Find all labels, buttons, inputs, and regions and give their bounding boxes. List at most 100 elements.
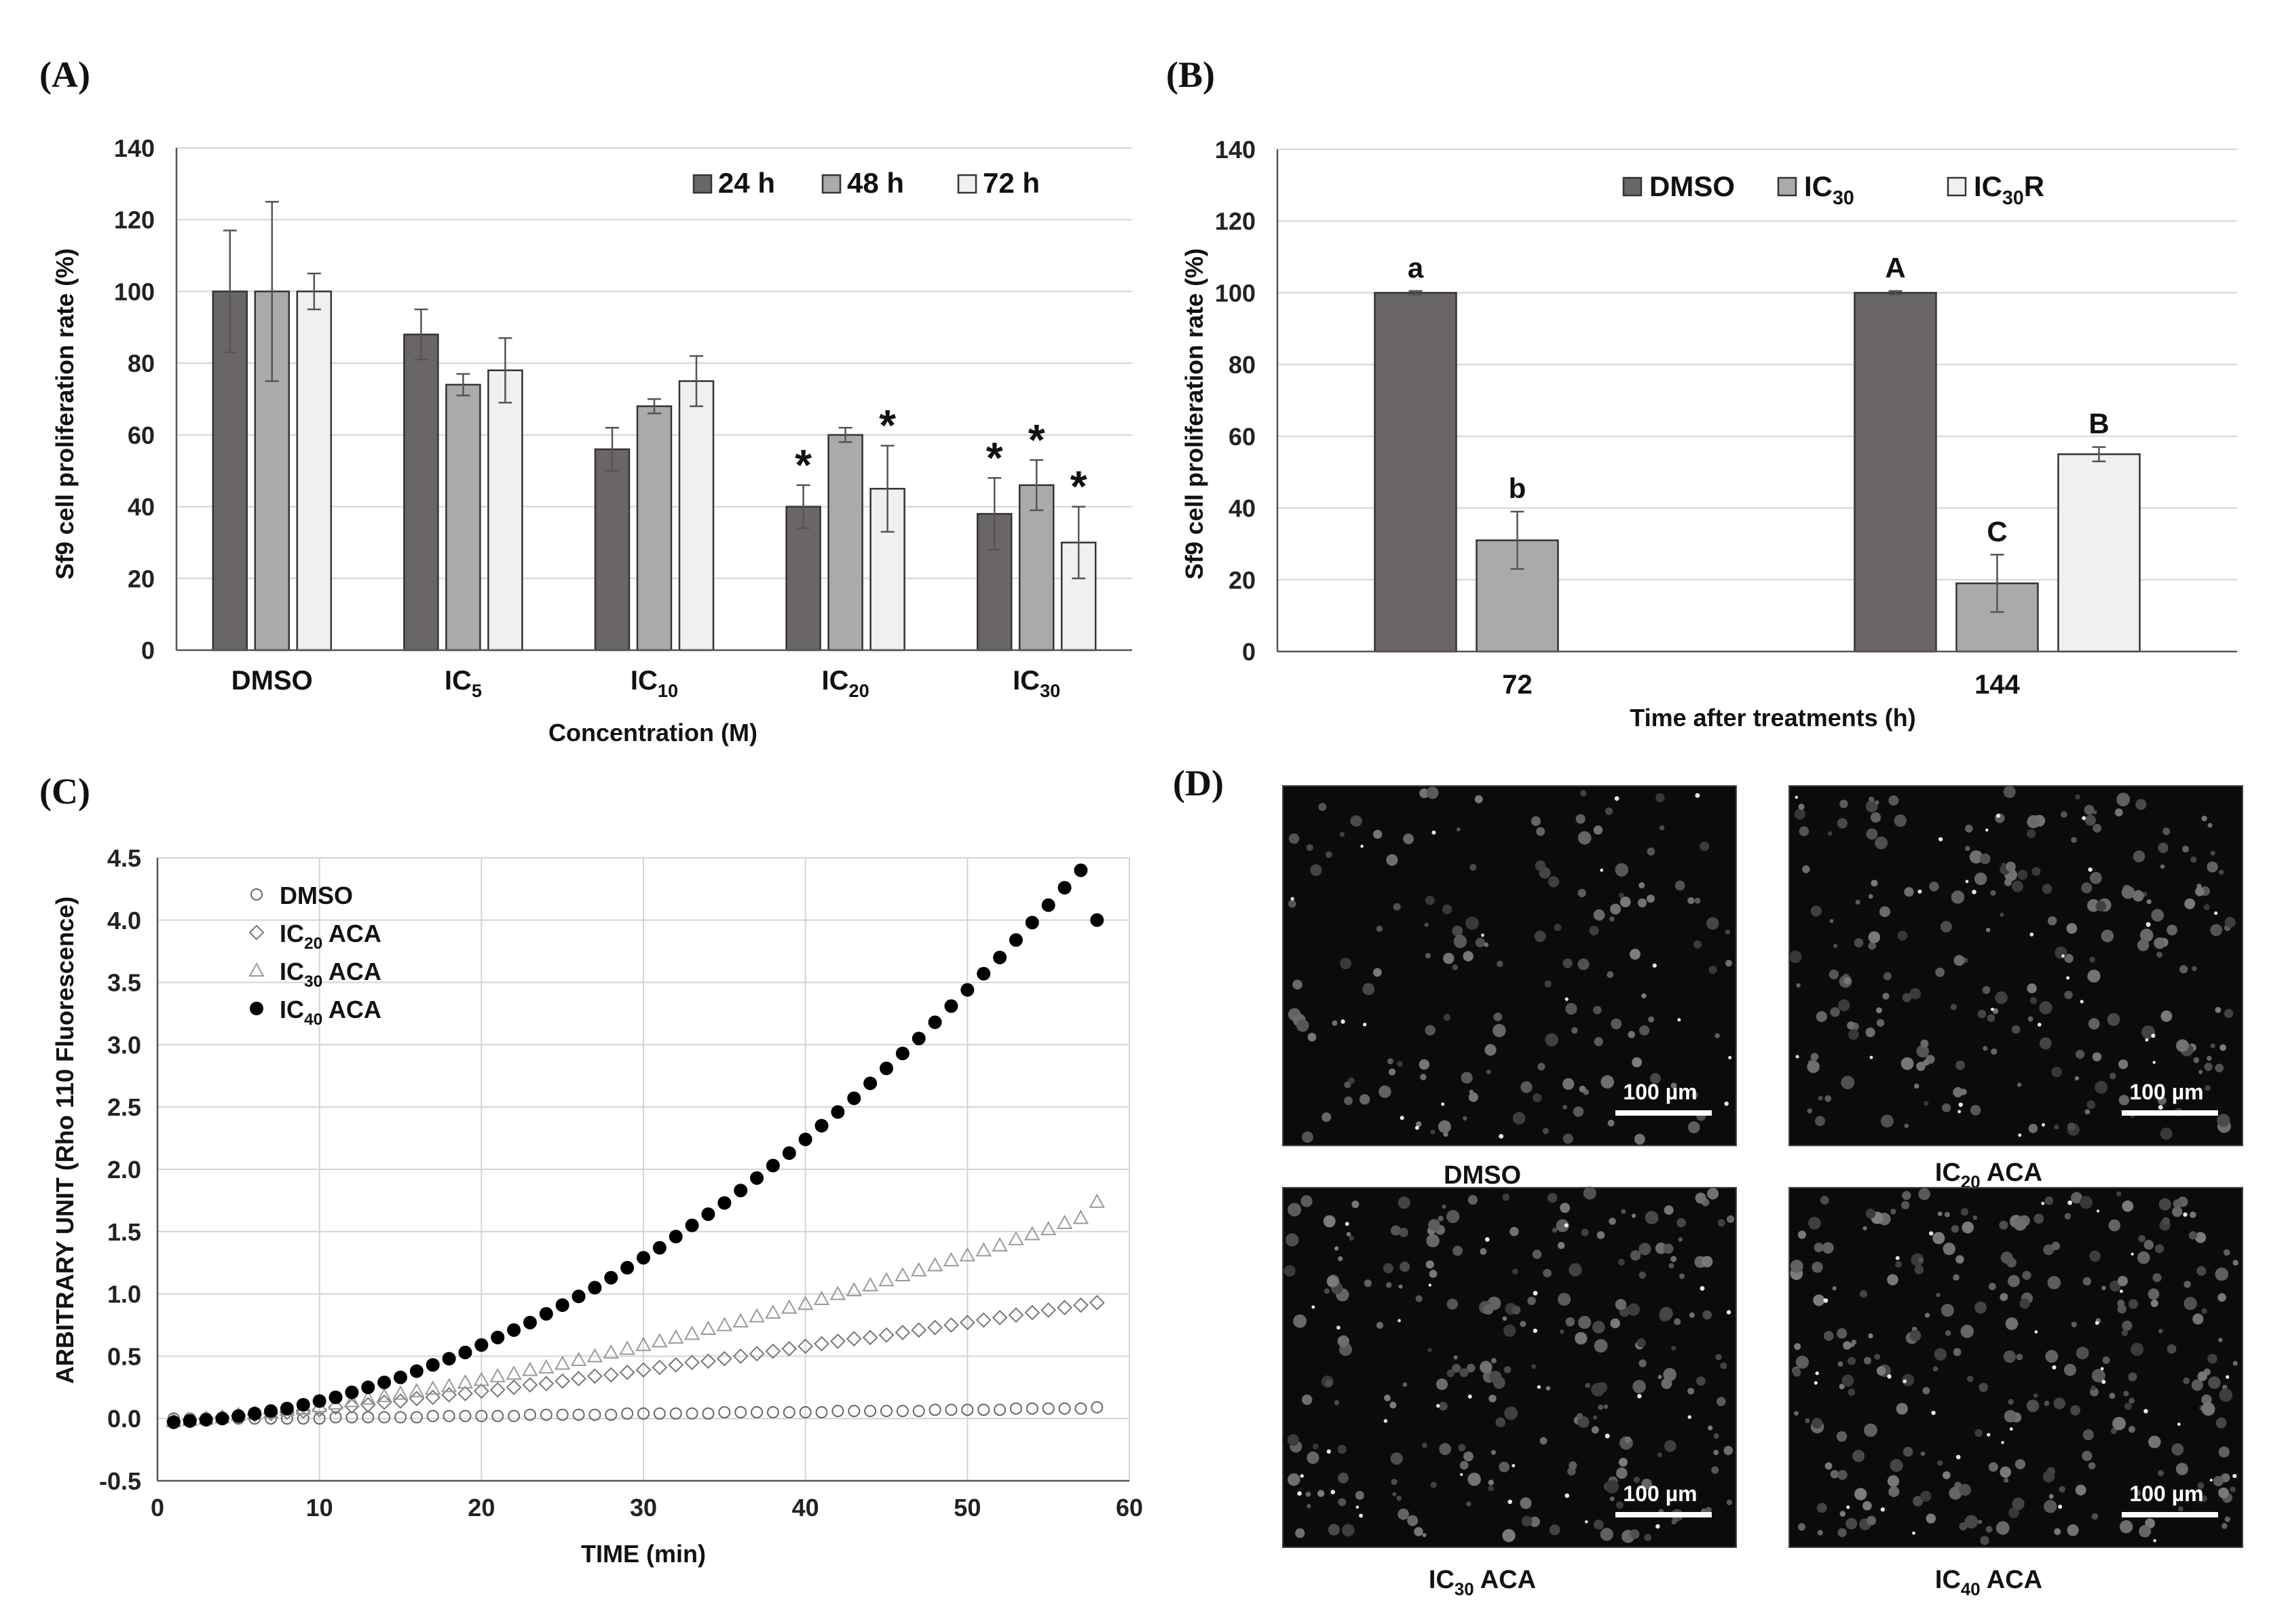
bright-cell (1564, 1493, 1570, 1498)
data-point (458, 1345, 472, 1359)
cell (1461, 1072, 1473, 1084)
bright-cell (2101, 1380, 2106, 1384)
data-point (409, 1382, 425, 1397)
cell (2154, 1244, 2164, 1253)
data-point (506, 1379, 522, 1395)
cell (1865, 1027, 1875, 1038)
cell (1603, 1404, 1609, 1410)
cell (2012, 880, 2024, 892)
bright-cell (2143, 1409, 2148, 1414)
bright-cell (2066, 976, 2070, 980)
data-point (1026, 1402, 1038, 1415)
cell (1715, 1353, 1722, 1361)
data-point (474, 1338, 489, 1352)
cell (1900, 1057, 1914, 1070)
panel-label-b: (B) (1166, 54, 1215, 95)
bright-cell (1987, 1433, 1991, 1437)
x-tick-label: 30 (630, 1494, 657, 1522)
cell (1596, 1382, 1608, 1393)
scale-bar (2122, 1512, 2218, 1517)
cell (1830, 1007, 1840, 1017)
cell (1881, 1114, 1894, 1128)
cell (2061, 811, 2067, 818)
cell (1560, 1203, 1571, 1213)
cell (1974, 872, 1987, 886)
cell (2152, 1273, 2162, 1283)
cell (1638, 1359, 1647, 1367)
data-point (653, 1407, 666, 1420)
cell (1497, 960, 1503, 967)
cell (1911, 1253, 1924, 1266)
cell (1355, 1490, 1364, 1500)
legend-swatch (1947, 176, 1967, 197)
legend-entry: IC40 ACA (280, 996, 381, 1029)
panel-b-axes (1276, 149, 2237, 653)
cell (1607, 971, 1614, 979)
cell (1527, 1296, 1536, 1305)
cell (1288, 1203, 1302, 1217)
cell (1532, 1249, 1542, 1260)
bright-cell (1499, 1133, 1504, 1139)
cell (2128, 1299, 2139, 1309)
significance-letter: a (1408, 252, 1424, 284)
bright-cell (1795, 795, 1799, 799)
data-point (960, 983, 975, 997)
legend-entry: 72 h (983, 167, 1040, 199)
y-tick-label: 0 (1242, 638, 1256, 666)
legend-swatch (692, 174, 713, 194)
cell (1916, 1061, 1926, 1072)
cell (1456, 827, 1461, 832)
cell (2188, 1231, 2198, 1240)
cell (1288, 833, 1300, 844)
cell (1388, 1068, 1396, 1076)
cell (2076, 1049, 2085, 1059)
cell (1306, 844, 1313, 851)
cell (1554, 924, 1562, 931)
significance-star: * (795, 440, 812, 489)
data-point (635, 1336, 652, 1351)
cell (2224, 916, 2236, 928)
data-point (620, 1261, 635, 1275)
cell (1987, 1014, 1995, 1022)
cell (1641, 993, 1647, 999)
cell (1923, 1059, 1930, 1066)
data-point (975, 1242, 992, 1257)
data-point (669, 1230, 683, 1244)
cell (1321, 1112, 1332, 1122)
cell (2210, 850, 2215, 856)
cell (2000, 1251, 2013, 1264)
data-point (376, 1388, 392, 1403)
cell (2167, 924, 2178, 936)
cell (1978, 1519, 1983, 1524)
cell (2196, 1266, 2207, 1276)
cell (1490, 1450, 1497, 1455)
cell (1337, 1445, 1347, 1454)
cell (1372, 829, 1383, 839)
data-point (977, 1403, 990, 1416)
cell (1789, 950, 1802, 963)
bright-cell (1965, 880, 1969, 884)
y-tick-label: 60 (128, 421, 155, 449)
cell (1990, 890, 1996, 896)
panel-c-tick-labels: 0 10 20 30 40 50 60 -0.5 0.0 0.5 1.0 1.5 2.0 2.5 3.0 3.… (99, 844, 1143, 1522)
bright-cell (2037, 1022, 2042, 1027)
cell (1398, 1228, 1408, 1238)
bright-cell (1383, 1419, 1388, 1423)
legend-marker (248, 924, 265, 941)
data-point (491, 1410, 504, 1422)
data-point (685, 1218, 699, 1232)
cell (1340, 958, 1351, 970)
cell (1621, 1209, 1626, 1214)
cell (1641, 1478, 1653, 1490)
cell (2205, 1084, 2211, 1091)
bright-cell (2232, 1473, 2237, 1479)
cell (1940, 1304, 1955, 1317)
data-point (734, 1184, 748, 1198)
cell (1391, 1479, 1398, 1486)
cell (2039, 1001, 2052, 1015)
bright-cell (1880, 1507, 1886, 1512)
cell (2109, 1393, 2116, 1399)
cell (1824, 1462, 1833, 1470)
legend-entry: DMSO (280, 882, 353, 909)
bright-cell (1846, 1505, 1850, 1509)
